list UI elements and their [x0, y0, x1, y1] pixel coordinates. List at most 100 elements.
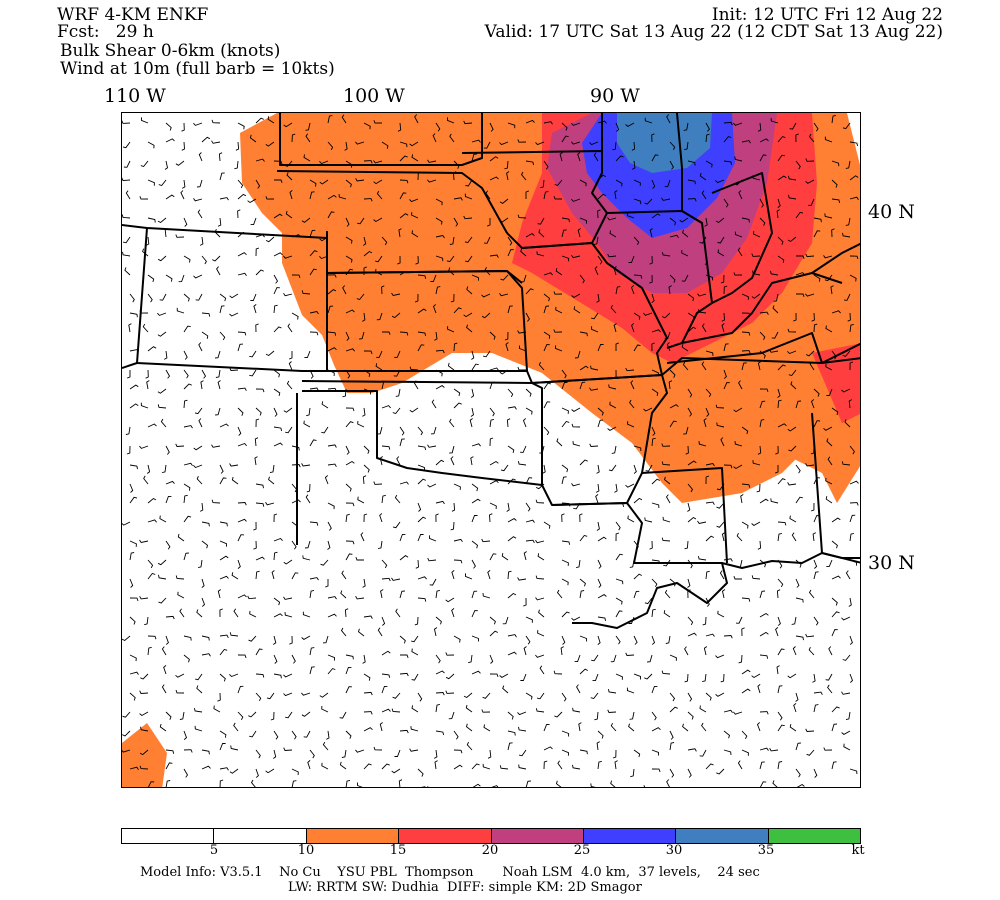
wind-barb	[793, 703, 797, 713]
wind-barb	[345, 179, 352, 188]
wind-barb	[291, 572, 299, 580]
wind-barb	[341, 749, 347, 758]
wind-barb	[237, 711, 244, 721]
wind-barb	[453, 749, 463, 754]
wind-barb	[471, 153, 477, 162]
wind-barb	[249, 134, 257, 143]
wind-barb	[466, 324, 473, 333]
wind-barb	[143, 475, 149, 485]
wind-barb	[845, 570, 851, 580]
wind-barb	[237, 387, 247, 391]
wind-barb	[183, 515, 192, 523]
wind-barb	[556, 438, 563, 447]
wind-barb	[248, 711, 257, 718]
wind-barb	[399, 426, 405, 436]
wind-barb	[717, 610, 725, 618]
wind-barb	[399, 213, 409, 219]
border-ne-north	[276, 170, 508, 234]
wind-barb	[409, 748, 419, 752]
wind-barb	[399, 635, 406, 644]
wind-barb	[231, 572, 239, 580]
wind-barb	[787, 236, 797, 243]
wind-barb	[147, 217, 156, 223]
wind-barb	[309, 589, 315, 599]
wind-barb	[615, 532, 620, 542]
wind-barb	[141, 117, 149, 124]
wind-barb	[139, 196, 149, 200]
wind-barb	[357, 217, 365, 225]
wind-barb	[597, 635, 601, 645]
wind-barb	[373, 120, 383, 124]
wind-barb	[777, 685, 783, 694]
wind-barb	[576, 684, 581, 694]
wind-barb	[165, 138, 175, 143]
wind-barb	[795, 464, 801, 474]
wind-barb	[427, 179, 437, 183]
colorbar-segment	[583, 829, 677, 843]
colorbar-unit: kt	[851, 843, 865, 858]
colorbar-segment	[306, 829, 400, 843]
wind-barb	[230, 745, 239, 751]
wind-barb	[183, 462, 193, 466]
wind-barb	[721, 589, 726, 599]
wind-barb	[229, 367, 239, 371]
wind-barb	[771, 331, 779, 339]
wind-barb	[715, 692, 725, 697]
init-time: Init: 12 UTC Fri 12 Aug 22	[711, 5, 943, 25]
wind-barb	[535, 597, 545, 601]
wind-barb	[360, 532, 365, 542]
wind-barb	[255, 323, 259, 333]
border-oh-in	[711, 172, 773, 304]
wind-barb	[543, 760, 548, 770]
wind-barb	[555, 780, 562, 787]
wind-barb	[219, 197, 229, 201]
wind-barb	[362, 654, 366, 664]
wind-barb	[363, 691, 373, 696]
colorbar-tick-5: 5	[209, 843, 219, 858]
wind-barb	[273, 551, 278, 561]
wind-barb	[327, 502, 335, 510]
wind-barb	[697, 520, 707, 525]
wind-barb	[629, 399, 635, 409]
wind-barb	[647, 654, 653, 663]
wind-barb	[183, 730, 188, 740]
wind-barb	[165, 122, 172, 131]
wind-barb	[825, 673, 833, 681]
wind-barb	[193, 464, 203, 469]
wind-barb	[392, 521, 401, 529]
wind-barb	[381, 616, 386, 626]
wind-barb	[610, 722, 617, 732]
wind-barb	[283, 293, 293, 297]
wind-barb	[610, 780, 616, 787]
wind-barb	[453, 730, 459, 740]
wind-barb	[283, 692, 293, 697]
wind-barb	[127, 370, 131, 379]
wind-barb	[433, 749, 438, 759]
wind-barb	[788, 445, 797, 452]
wind-barb	[194, 725, 203, 732]
wind-barb	[363, 122, 371, 130]
wind-barb	[826, 559, 833, 567]
wind-barb	[849, 673, 854, 683]
wind-barb	[344, 608, 349, 618]
wind-barb	[842, 122, 851, 130]
wind-barb	[759, 761, 765, 770]
wind-barb	[699, 705, 707, 713]
wind-barb	[379, 722, 383, 732]
wind-barb	[810, 502, 815, 512]
wind-barb	[772, 780, 778, 787]
wind-barb	[273, 749, 277, 759]
wind-barb	[597, 120, 607, 124]
wind-barb	[759, 154, 767, 162]
wind-barb	[410, 635, 419, 643]
wind-barb	[523, 551, 527, 561]
wind-barb	[538, 229, 545, 238]
wind-barb	[770, 117, 779, 124]
wind-barb	[740, 494, 744, 504]
wind-barb	[409, 141, 419, 147]
wind-barb	[399, 555, 409, 561]
wind-barb	[327, 613, 337, 618]
wind-barb	[759, 138, 769, 143]
wind-barb	[507, 406, 517, 410]
wind-barb	[481, 538, 491, 543]
